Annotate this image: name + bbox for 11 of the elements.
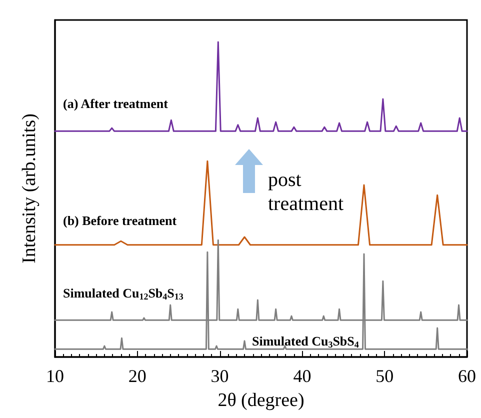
series-label: (a) After treatment [63, 96, 169, 112]
y-axis-title: Intensity (arb.units) [19, 114, 40, 264]
x-tick-label: 50 [376, 366, 394, 386]
x-tick-label: 20 [128, 366, 146, 386]
x-tick-label: 60 [458, 366, 476, 386]
x-tick-label: 30 [210, 366, 229, 386]
series-label: (b) Before treatment [63, 212, 178, 228]
x-axis-title: 2θ (degree) [218, 390, 304, 411]
x-tick-label: 10 [46, 366, 64, 386]
annotation: post treatment [268, 169, 344, 215]
x-tick-label: 40 [293, 366, 312, 386]
